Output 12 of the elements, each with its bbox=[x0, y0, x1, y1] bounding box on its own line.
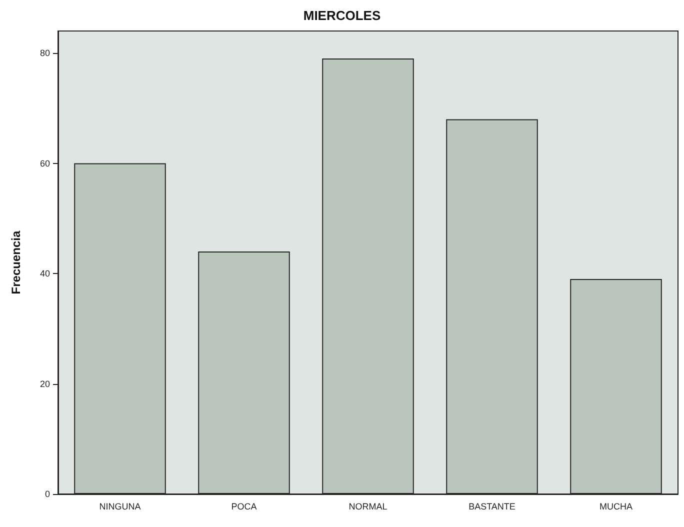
x-tick-label: NORMAL bbox=[348, 502, 388, 512]
chart-title: MIERCOLES bbox=[303, 8, 381, 23]
y-axis-title: Frecuencia bbox=[9, 230, 23, 294]
x-tick-label: POCA bbox=[231, 502, 257, 512]
x-tick-label: MUCHA bbox=[600, 502, 632, 512]
x-tick-label: NINGUNA bbox=[99, 502, 141, 512]
y-tick-label: 20 bbox=[40, 378, 50, 389]
y-tick-label: 0 bbox=[44, 489, 50, 499]
y-tick-label: 60 bbox=[40, 158, 50, 168]
y-tick-label: 80 bbox=[40, 48, 50, 58]
y-tick-label: 40 bbox=[40, 268, 50, 279]
x-tick-label: BASTANTE bbox=[468, 502, 516, 512]
